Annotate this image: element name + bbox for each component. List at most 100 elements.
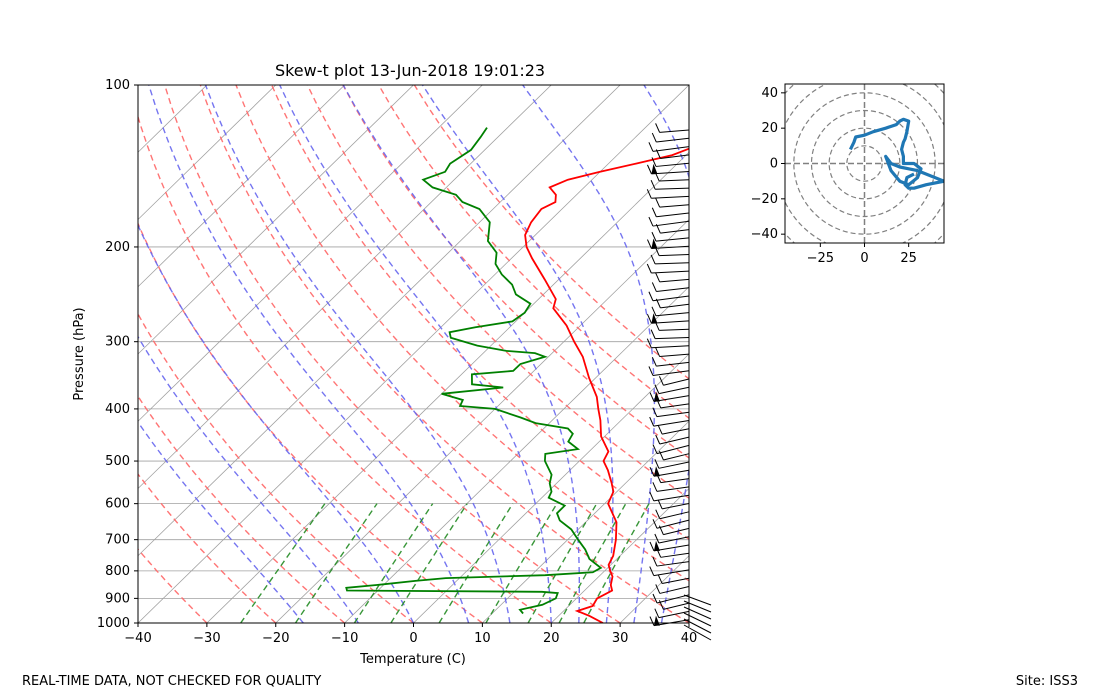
wind-barb-flag bbox=[655, 123, 661, 133]
wind-barb bbox=[656, 137, 690, 143]
skewt-plot: Skew-t plot 13-Jun-2018 19:01:23 1000 900… bbox=[72, 61, 712, 667]
wind-barb-flag bbox=[649, 467, 655, 477]
isotherm-line bbox=[138, 85, 689, 623]
moist-adiabat bbox=[421, 85, 614, 623]
mixing-ratio-line bbox=[390, 503, 468, 623]
x-tick-label: 40 bbox=[681, 631, 698, 646]
isotherm-line bbox=[275, 218, 689, 623]
x-tick-label: −10 bbox=[331, 631, 358, 646]
wind-barb bbox=[653, 544, 690, 552]
wind-barb-flag bbox=[651, 231, 657, 242]
mixing-ratio-line bbox=[294, 503, 378, 623]
wind-barb bbox=[663, 527, 690, 536]
wind-barb-pennant bbox=[654, 466, 661, 477]
wind-barb bbox=[655, 262, 690, 265]
wind-barb-flag bbox=[649, 416, 655, 427]
dry-adiabat bbox=[138, 472, 277, 623]
wind-barb bbox=[658, 610, 690, 619]
wind-barb bbox=[662, 577, 690, 585]
isotherm-line bbox=[138, 85, 552, 490]
x-tick-label: −20 bbox=[262, 631, 289, 646]
wind-barb bbox=[661, 428, 690, 435]
wind-barb bbox=[683, 618, 712, 634]
hodograph-trace bbox=[848, 117, 944, 190]
wind-barb bbox=[658, 386, 690, 395]
moist-adiabat bbox=[138, 335, 359, 623]
wind-barb-flag bbox=[651, 132, 657, 143]
dry-adiabat bbox=[199, 85, 689, 623]
wind-barb bbox=[656, 411, 690, 418]
hodo-y-tick-label: 20 bbox=[761, 121, 778, 136]
y-tick-label: 900 bbox=[105, 591, 130, 606]
isotherm-line bbox=[138, 85, 414, 355]
wind-barb-flag bbox=[649, 392, 655, 402]
wind-barb-flag bbox=[657, 574, 663, 584]
wind-barb bbox=[659, 129, 690, 133]
y-tick-label: 500 bbox=[105, 454, 130, 469]
hodo-y-tick-label: −40 bbox=[751, 227, 778, 242]
hodo-y-tick-label: −20 bbox=[751, 192, 778, 207]
wind-barb-flag bbox=[646, 189, 652, 199]
wind-barb-flag bbox=[654, 459, 660, 469]
isotherm-line bbox=[138, 85, 621, 557]
wind-barb-pennant bbox=[653, 615, 660, 626]
wind-barb-flag bbox=[651, 282, 657, 292]
wind-barb-flag bbox=[655, 197, 661, 208]
mixing-ratio-line bbox=[240, 503, 326, 623]
y-tick-label: 800 bbox=[105, 564, 130, 579]
isotherm-line bbox=[619, 555, 689, 623]
wind-barb-flag bbox=[648, 291, 654, 301]
wind-barb-flag bbox=[657, 424, 663, 435]
hodo-x-tick-label: −25 bbox=[807, 251, 834, 266]
wind-barb bbox=[651, 195, 690, 199]
wind-barb bbox=[655, 162, 690, 167]
hodo-y-tick-label: 0 bbox=[770, 157, 778, 172]
wind-barb-pennant bbox=[651, 238, 658, 249]
wind-barb-flag bbox=[648, 142, 654, 152]
wind-barb-flag bbox=[651, 207, 657, 217]
wind-barb bbox=[659, 328, 690, 331]
y-tick-label: 400 bbox=[105, 402, 130, 417]
wind-barb bbox=[655, 187, 690, 190]
wind-barb-flag bbox=[652, 556, 658, 567]
isotherm-line bbox=[138, 85, 483, 422]
wind-barb bbox=[656, 287, 690, 292]
wind-barb-flag bbox=[655, 434, 661, 445]
wind-barb bbox=[683, 612, 712, 627]
wind-barb-flag bbox=[646, 314, 652, 324]
dry-adiabat bbox=[138, 114, 552, 623]
wind-barb bbox=[653, 395, 690, 403]
x-tick-label: 0 bbox=[409, 631, 417, 646]
dry-adiabat bbox=[138, 221, 483, 623]
wind-barb-flag bbox=[649, 491, 655, 502]
wind-barb-flag bbox=[655, 509, 661, 519]
wind-barb-flag bbox=[654, 246, 660, 256]
hodograph: −25 0 25 −40 −20 0 20 40 bbox=[751, 83, 945, 266]
hodo-x-tick-label: 25 bbox=[900, 251, 917, 266]
wind-barb-flag bbox=[646, 338, 652, 348]
wind-barb-flag bbox=[648, 216, 654, 227]
skewt-plot-area bbox=[138, 85, 689, 623]
wind-barb-flag bbox=[654, 608, 660, 618]
wind-barb-flag bbox=[650, 180, 656, 190]
x-tick-label: 10 bbox=[474, 631, 491, 646]
dry-adiabat bbox=[164, 85, 621, 623]
wind-barb-flag bbox=[651, 157, 657, 167]
hodograph-ring bbox=[785, 84, 944, 243]
y-tick-label: 1000 bbox=[97, 616, 130, 631]
wind-barb bbox=[660, 478, 690, 484]
wind-barb bbox=[656, 519, 690, 529]
moist-adiabat bbox=[204, 85, 511, 623]
wind-barb bbox=[659, 254, 690, 257]
isotherm-line bbox=[138, 85, 345, 288]
wind-barb-flag bbox=[652, 444, 658, 454]
wind-barb bbox=[659, 436, 690, 445]
moist-adiabat bbox=[342, 85, 580, 623]
wind-barb-flag bbox=[649, 616, 655, 626]
wind-barb bbox=[683, 624, 712, 641]
wind-barb bbox=[660, 229, 690, 234]
hodo-y-tick-label: 40 bbox=[761, 86, 778, 101]
wind-barb bbox=[655, 337, 690, 340]
skewt-title: Skew-t plot 13-Jun-2018 19:01:23 bbox=[275, 61, 545, 80]
